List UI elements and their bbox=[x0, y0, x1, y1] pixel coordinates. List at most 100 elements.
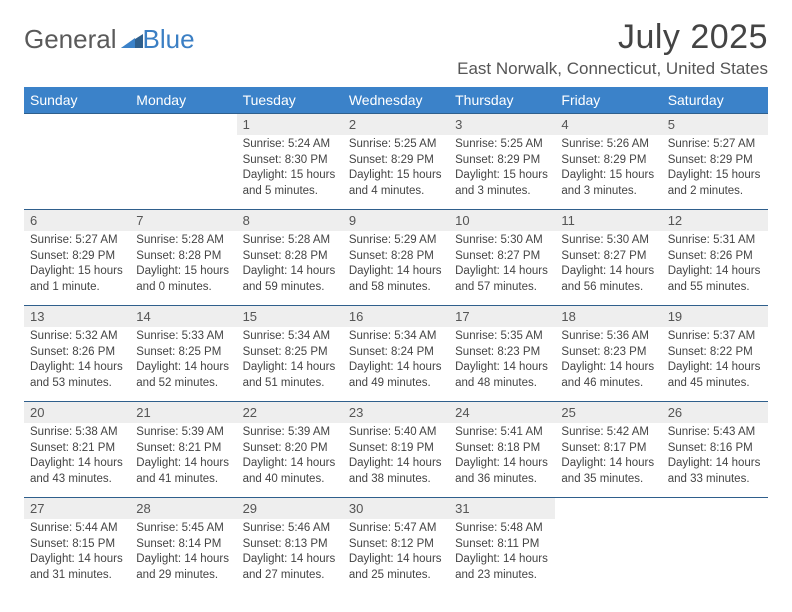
header: General Blue July 2025 East Norwalk, Con… bbox=[24, 18, 768, 79]
day-number-cell: 23 bbox=[343, 402, 449, 424]
day-number-cell: 15 bbox=[237, 306, 343, 328]
detail-row: Sunrise: 5:44 AMSunset: 8:15 PMDaylight:… bbox=[24, 519, 768, 593]
daylight-text: Daylight: 14 hours and 56 minutes. bbox=[561, 264, 655, 295]
detail-row: Sunrise: 5:24 AMSunset: 8:30 PMDaylight:… bbox=[24, 135, 768, 210]
day-detail-cell: Sunrise: 5:44 AMSunset: 8:15 PMDaylight:… bbox=[24, 519, 130, 593]
day-detail-cell: Sunrise: 5:34 AMSunset: 8:24 PMDaylight:… bbox=[343, 327, 449, 402]
day-number-cell: 19 bbox=[662, 306, 768, 328]
daylight-text: Daylight: 14 hours and 51 minutes. bbox=[243, 360, 337, 391]
weekday-header: Thursday bbox=[449, 87, 555, 114]
sunrise-text: Sunrise: 5:43 AM bbox=[668, 425, 762, 441]
daylight-text: Daylight: 14 hours and 52 minutes. bbox=[136, 360, 230, 391]
day-number-cell: 16 bbox=[343, 306, 449, 328]
sunrise-text: Sunrise: 5:25 AM bbox=[349, 137, 443, 153]
sunrise-text: Sunrise: 5:45 AM bbox=[136, 521, 230, 537]
day-detail-cell: Sunrise: 5:34 AMSunset: 8:25 PMDaylight:… bbox=[237, 327, 343, 402]
daylight-text: Daylight: 14 hours and 31 minutes. bbox=[30, 552, 124, 583]
weekday-header: Sunday bbox=[24, 87, 130, 114]
weekday-header-row: SundayMondayTuesdayWednesdayThursdayFrid… bbox=[24, 87, 768, 114]
day-number-cell: 10 bbox=[449, 210, 555, 232]
day-number-cell: 22 bbox=[237, 402, 343, 424]
daylight-text: Daylight: 14 hours and 48 minutes. bbox=[455, 360, 549, 391]
sunrise-text: Sunrise: 5:42 AM bbox=[561, 425, 655, 441]
sunset-text: Sunset: 8:29 PM bbox=[30, 249, 124, 265]
sunset-text: Sunset: 8:28 PM bbox=[243, 249, 337, 265]
day-number-cell: 30 bbox=[343, 498, 449, 520]
day-detail-cell: Sunrise: 5:25 AMSunset: 8:29 PMDaylight:… bbox=[343, 135, 449, 210]
daylight-text: Daylight: 15 hours and 0 minutes. bbox=[136, 264, 230, 295]
day-detail-cell: Sunrise: 5:27 AMSunset: 8:29 PMDaylight:… bbox=[24, 231, 130, 306]
day-detail-cell: Sunrise: 5:32 AMSunset: 8:26 PMDaylight:… bbox=[24, 327, 130, 402]
day-number-cell: 17 bbox=[449, 306, 555, 328]
detail-row: Sunrise: 5:27 AMSunset: 8:29 PM Daylight:… bbox=[24, 231, 768, 306]
day-detail-cell: Sunrise: 5:28 AMSunset: 8:28 PMDaylight:… bbox=[237, 231, 343, 306]
day-number-cell: 13 bbox=[24, 306, 130, 328]
day-detail-cell: Sunrise: 5:25 AMSunset: 8:29 PMDaylight:… bbox=[449, 135, 555, 210]
sunrise-text: Sunrise: 5:27 AM bbox=[30, 233, 124, 249]
day-detail-cell: Sunrise: 5:33 AMSunset: 8:25 PMDaylight:… bbox=[130, 327, 236, 402]
day-number-cell: 31 bbox=[449, 498, 555, 520]
sunrise-text: Sunrise: 5:31 AM bbox=[668, 233, 762, 249]
sunset-text: Sunset: 8:26 PM bbox=[30, 345, 124, 361]
day-detail-cell: Sunrise: 5:29 AMSunset: 8:28 PMDaylight:… bbox=[343, 231, 449, 306]
calendar-body: 12345Sunrise: 5:24 AMSunset: 8:30 PMDayl… bbox=[24, 114, 768, 594]
sunrise-text: Sunrise: 5:33 AM bbox=[136, 329, 230, 345]
daylight-text: Daylight: 14 hours and 49 minutes. bbox=[349, 360, 443, 391]
day-number-cell: 9 bbox=[343, 210, 449, 232]
sunset-text: Sunset: 8:12 PM bbox=[349, 537, 443, 553]
daylight-text: Daylight: 14 hours and 29 minutes. bbox=[136, 552, 230, 583]
title-block: July 2025 East Norwalk, Connecticut, Uni… bbox=[457, 18, 768, 79]
day-detail-cell bbox=[662, 519, 768, 593]
sunset-text: Sunset: 8:28 PM bbox=[136, 249, 230, 265]
day-number-cell: 25 bbox=[555, 402, 661, 424]
detail-row: Sunrise: 5:32 AMSunset: 8:26 PMDaylight:… bbox=[24, 327, 768, 402]
daylight-text: Daylight: 15 hours and 5 minutes. bbox=[243, 168, 337, 199]
weekday-header: Tuesday bbox=[237, 87, 343, 114]
daylight-text: Daylight: 15 hours and 3 minutes. bbox=[561, 168, 655, 199]
day-number-cell: 1 bbox=[237, 114, 343, 136]
sunset-text: Sunset: 8:23 PM bbox=[561, 345, 655, 361]
day-number-cell: 14 bbox=[130, 306, 236, 328]
sunset-text: Sunset: 8:25 PM bbox=[243, 345, 337, 361]
day-number-cell bbox=[24, 114, 130, 136]
day-detail-cell bbox=[24, 135, 130, 210]
sunset-text: Sunset: 8:11 PM bbox=[455, 537, 549, 553]
daylight-text: Daylight: 14 hours and 45 minutes. bbox=[668, 360, 762, 391]
daylight-text: Daylight: 15 hours and 2 minutes. bbox=[668, 168, 762, 199]
sunrise-text: Sunrise: 5:30 AM bbox=[561, 233, 655, 249]
daylight-text: Daylight: 14 hours and 59 minutes. bbox=[243, 264, 337, 295]
daylight-text: Daylight: 15 hours and 3 minutes. bbox=[455, 168, 549, 199]
sunrise-text: Sunrise: 5:35 AM bbox=[455, 329, 549, 345]
sunset-text: Sunset: 8:27 PM bbox=[455, 249, 549, 265]
daylight-text: Daylight: 14 hours and 43 minutes. bbox=[30, 456, 124, 487]
day-detail-cell: Sunrise: 5:43 AMSunset: 8:16 PMDaylight:… bbox=[662, 423, 768, 498]
sunrise-text: Sunrise: 5:26 AM bbox=[561, 137, 655, 153]
day-number-cell: 27 bbox=[24, 498, 130, 520]
daylight-text: Daylight: 14 hours and 38 minutes. bbox=[349, 456, 443, 487]
sunset-text: Sunset: 8:20 PM bbox=[243, 441, 337, 457]
sunrise-text: Sunrise: 5:29 AM bbox=[349, 233, 443, 249]
brand-part2: Blue bbox=[143, 24, 195, 55]
sunrise-text: Sunrise: 5:40 AM bbox=[349, 425, 443, 441]
calendar-table: SundayMondayTuesdayWednesdayThursdayFrid… bbox=[24, 87, 768, 593]
sunset-text: Sunset: 8:14 PM bbox=[136, 537, 230, 553]
sunrise-text: Sunrise: 5:30 AM bbox=[455, 233, 549, 249]
sunrise-text: Sunrise: 5:47 AM bbox=[349, 521, 443, 537]
day-detail-cell: Sunrise: 5:30 AMSunset: 8:27 PMDaylight:… bbox=[449, 231, 555, 306]
sunset-text: Sunset: 8:21 PM bbox=[30, 441, 124, 457]
daynum-row: 20212223242526 bbox=[24, 402, 768, 424]
weekday-header: Friday bbox=[555, 87, 661, 114]
detail-row: Sunrise: 5:38 AMSunset: 8:21 PMDaylight:… bbox=[24, 423, 768, 498]
sunset-text: Sunset: 8:17 PM bbox=[561, 441, 655, 457]
daylight-text: Daylight: 14 hours and 57 minutes. bbox=[455, 264, 549, 295]
month-title: July 2025 bbox=[457, 18, 768, 57]
day-number-cell: 11 bbox=[555, 210, 661, 232]
sunset-text: Sunset: 8:29 PM bbox=[561, 153, 655, 169]
daylight-text: Daylight: 14 hours and 41 minutes. bbox=[136, 456, 230, 487]
brand-part1: General bbox=[24, 24, 117, 55]
day-detail-cell: Sunrise: 5:35 AMSunset: 8:23 PMDaylight:… bbox=[449, 327, 555, 402]
day-number-cell: 18 bbox=[555, 306, 661, 328]
sunrise-text: Sunrise: 5:25 AM bbox=[455, 137, 549, 153]
day-detail-cell: Sunrise: 5:39 AMSunset: 8:20 PMDaylight:… bbox=[237, 423, 343, 498]
day-number-cell: 24 bbox=[449, 402, 555, 424]
